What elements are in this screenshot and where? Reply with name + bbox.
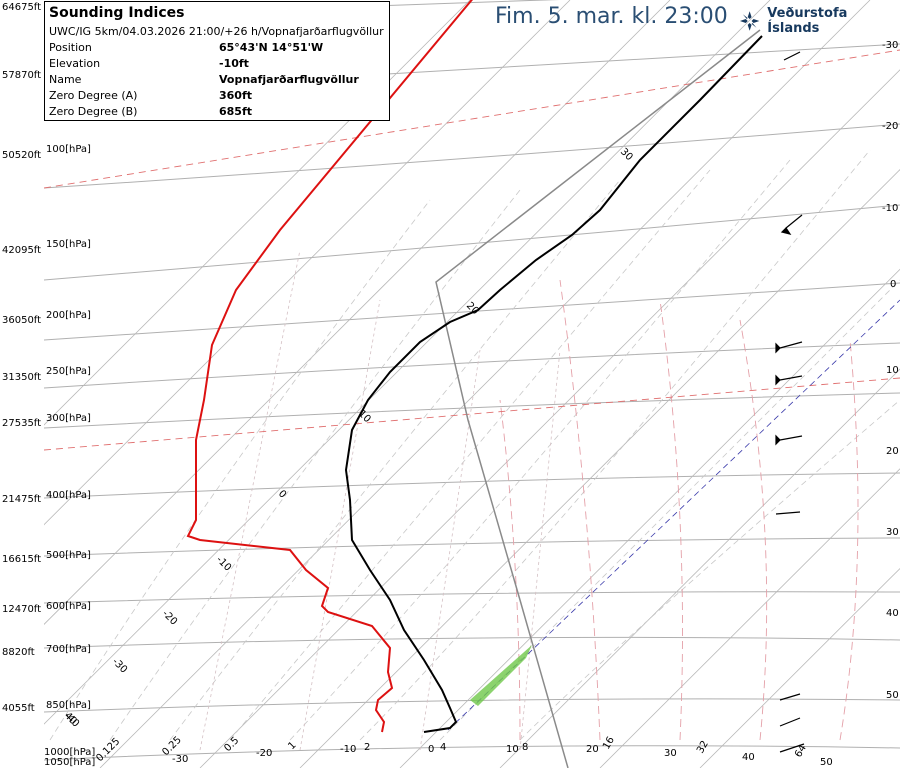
hpa-label: 700[hPa] [46, 644, 91, 655]
temp-tick: 30 [886, 527, 899, 538]
mixing-ratio-lines [199, 249, 561, 751]
mixing-label: 0.5 [222, 735, 241, 754]
dewpoint-curve [186, 0, 473, 733]
hpa-label: 100[hPa] [46, 144, 91, 155]
mixing-label: 32 [695, 739, 711, 756]
isotherm-label: -10 [214, 554, 233, 573]
info-row: Zero Degree (A) 360ft [49, 88, 253, 102]
ft-label: 8820ft [2, 647, 35, 658]
ft-label: 57870ft [2, 70, 41, 81]
mixing-label: 8 [522, 742, 528, 753]
panel-subtitle: UWC/IG 5km/04.03.2026 21:00/+26 h/Vopnaf… [49, 24, 384, 38]
temp-tick: 40 [886, 608, 899, 619]
isotherm-labels: 40 30 20 10 0 -10 -20 -30 -40 [62, 146, 635, 729]
temp-tick: -10 [340, 744, 356, 755]
brand-logo: Veðurstofa Íslands [738, 6, 900, 36]
isotherm-label: 0 [276, 488, 288, 500]
temp-tick: -20 [882, 121, 898, 132]
hpa-label: 400[hPa] [46, 490, 91, 501]
isotherm-label: -30 [110, 656, 129, 675]
mixing-label: 64 [793, 743, 809, 760]
sounding-indices-panel: Sounding Indices UWC/IG 5km/04.03.2026 2… [44, 1, 390, 121]
level-lines [44, 49, 900, 451]
moist-adiabats [499, 279, 859, 741]
isotherm-label: -40 [62, 710, 81, 729]
info-row: Zero Degree (B) 685ft [49, 104, 253, 118]
forecast-time-title: Fim. 5. mar. kl. 23:00 [495, 4, 728, 29]
temp-tick: 0 [428, 744, 434, 755]
ft-label: 16615ft [2, 554, 41, 565]
info-row: Name Vopnafjarðarflugvöllur [49, 72, 359, 86]
ft-label: 27535ft [2, 418, 41, 429]
right-axis: -30 -20 -10 0 10 20 30 40 50 [882, 40, 899, 701]
temp-tick: 50 [886, 690, 899, 701]
hpa-label: 150[hPa] [46, 239, 91, 250]
hpa-label: 850[hPa] [46, 700, 91, 711]
temp-tick: -10 [882, 203, 898, 214]
ft-label: 42095ft [2, 245, 41, 256]
temp-tick: 30 [664, 748, 677, 759]
mixing-label: 2 [364, 742, 370, 753]
hpa-label: 500[hPa] [46, 550, 91, 561]
temp-tick: 10 [506, 744, 519, 755]
hpa-label: 300[hPa] [46, 413, 91, 424]
ft-label: 4055ft [2, 703, 35, 714]
cape-shading [470, 645, 532, 706]
temp-tick: -20 [256, 748, 272, 759]
snowflake-logo-icon [739, 11, 760, 31]
ft-label: 36050ft [2, 315, 41, 326]
temp-tick: 20 [586, 744, 599, 755]
left-axis: 64675ft 57870ft 100[hPa] 50520ft 150[hPa… [2, 2, 95, 768]
ft-label: 21475ft [2, 494, 41, 505]
wind-barbs [775, 51, 805, 753]
mixing-label: 4 [440, 742, 446, 753]
temp-tick: 10 [886, 365, 899, 376]
panel-heading: Sounding Indices [49, 5, 185, 21]
ft-label: 50520ft [2, 150, 41, 161]
info-row: Elevation -10ft [49, 56, 249, 70]
temp-tick: -30 [172, 754, 188, 765]
hpa-label: 250[hPa] [46, 366, 91, 377]
ft-label: 64675ft [2, 2, 41, 13]
temp-tick: 20 [886, 446, 899, 457]
info-row: Position 65°43'N 14°51'W [49, 40, 324, 54]
hpa-label: 600[hPa] [46, 601, 91, 612]
ft-label: 12470ft [2, 604, 41, 615]
temperature-curve [344, 35, 763, 733]
hpa-label: 1000[hPa] [44, 747, 95, 758]
ft-label: 31350ft [2, 372, 41, 383]
hpa-label: 1050[hPa] [44, 757, 95, 768]
hpa-label: 200[hPa] [46, 310, 91, 321]
temp-tick: 0 [890, 279, 896, 290]
reference-curve [435, 29, 761, 768]
mixing-label: 16 [601, 735, 617, 752]
isotherm-label: -20 [160, 608, 179, 627]
temp-tick: -30 [882, 40, 898, 51]
temp-tick: 50 [820, 757, 833, 768]
brand-name: Veðurstofa Íslands [767, 6, 848, 36]
temp-tick: 40 [742, 752, 755, 763]
